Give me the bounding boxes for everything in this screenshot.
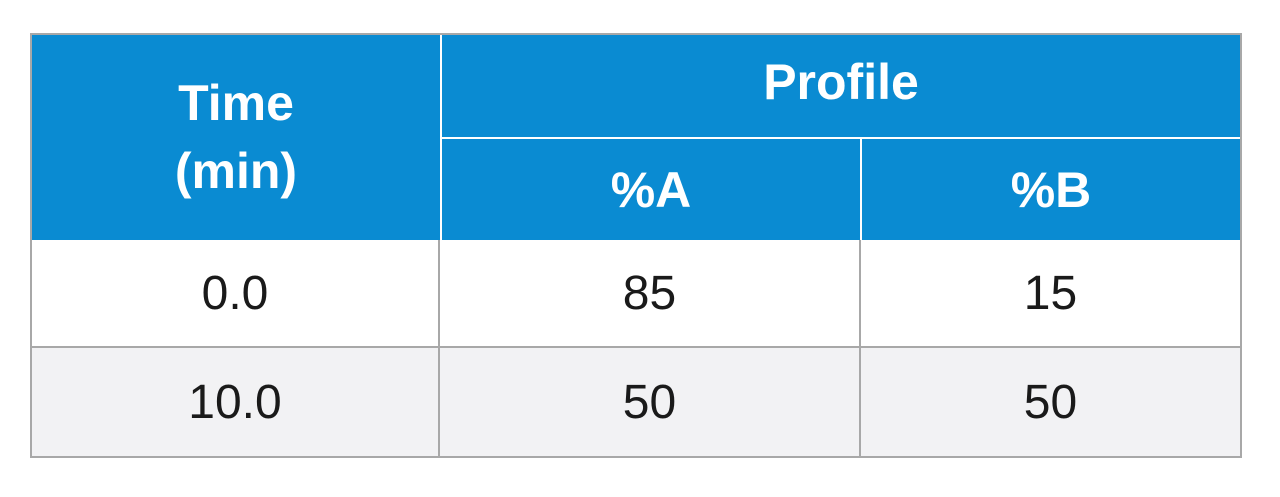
column-divider — [438, 240, 440, 456]
cell: 0.0 — [201, 266, 269, 320]
table: Time (min) Profile %A %B 0.0 85 15 10.0 … — [30, 33, 1242, 458]
header-time: Time (min) — [174, 75, 298, 199]
column-divider — [859, 240, 861, 456]
header-divider — [442, 137, 1240, 139]
cell: 50 — [1023, 375, 1078, 429]
header-column: %A — [442, 139, 860, 240]
row-background — [32, 348, 1240, 456]
cell: 50 — [622, 375, 677, 429]
header-time-cell: Time (min) — [32, 35, 440, 240]
cell: 10.0 — [188, 375, 282, 429]
header-profile: Profile — [442, 35, 1240, 137]
header-column: %B — [862, 139, 1240, 240]
cell: 85 — [622, 266, 677, 320]
header-divider — [860, 139, 862, 240]
row-background — [32, 240, 1240, 346]
row-divider — [32, 346, 1240, 348]
header-divider — [440, 35, 442, 240]
cell: 15 — [1023, 266, 1078, 320]
